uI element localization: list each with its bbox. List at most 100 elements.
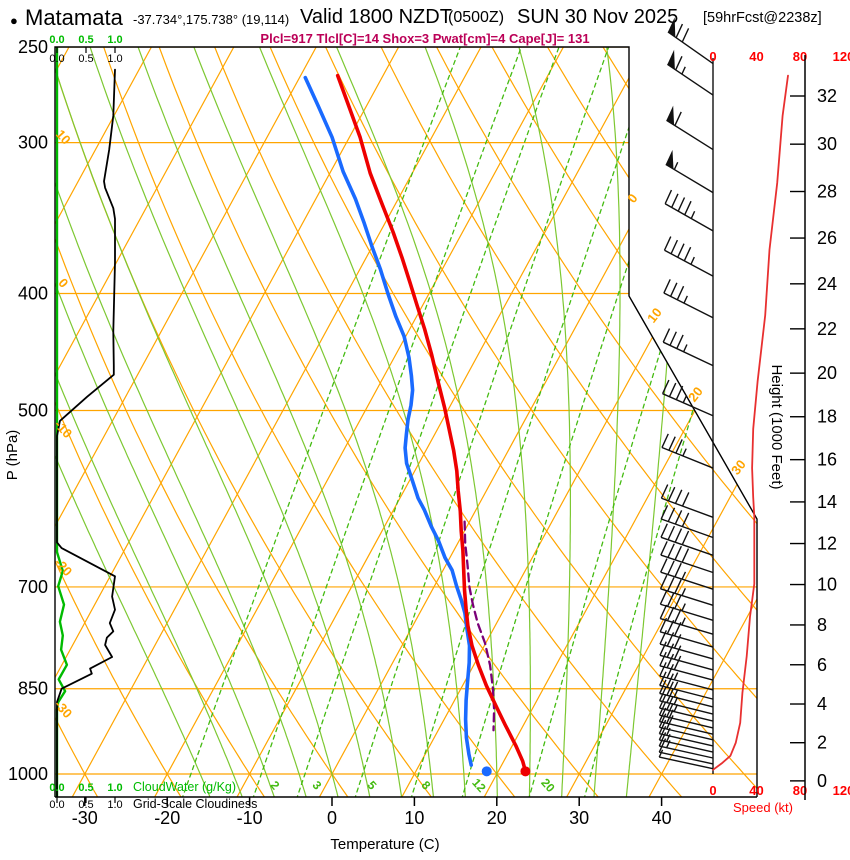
dry-adiabat-line [602,47,757,797]
pressure-tick-label: 400 [18,283,48,303]
wind-barb [665,149,714,194]
moist-adiabat-line [420,47,531,797]
wind-barb [660,505,714,539]
mixing-ratio-line [460,47,701,797]
temp-tick-label: 0 [327,808,337,828]
dry-adiabat-line [436,47,757,797]
isotherm-line [55,47,239,797]
isotherm-line [55,47,321,797]
speed-scale-label-top: 0 [709,49,716,64]
speed-scale-label-bottom: 80 [793,783,807,798]
isotherm-line [311,47,733,797]
speed-scale-label-top: 80 [793,49,807,64]
isotherm-label: 0 [624,191,640,206]
temp-tick-label: 20 [487,808,507,828]
temp-tick-label: -30 [72,808,98,828]
wind-barb [658,713,714,741]
speed-scale-label-top: 40 [749,49,763,64]
moist-adiabat-line [331,47,498,797]
height-tick-label: 6 [817,655,827,675]
wind-barb [658,725,714,753]
height-tick-label: 28 [817,182,837,202]
wind-barb [660,558,714,590]
plot-border [54,46,758,797]
height-tick-label: 0 [817,771,827,791]
cloudiness-scale-label: 1.0 [107,53,122,65]
valid-time: Valid 1800 NZDT [300,6,452,28]
wind-barb [659,679,714,708]
wind-panel: 0040408080120120Speed (kt)02468101214161… [658,17,850,815]
isotherm-line [641,47,757,797]
height-axis-title: Height (1000 Feet) [768,364,785,489]
wind-barb [664,189,714,232]
forecast-reference: [59hrFcst@2238z] [703,10,822,26]
moist-adiabat-line [593,47,621,797]
moist-adiabat-line [55,47,340,797]
moist-adiabat-line [55,47,276,797]
cloudwater-scale-label: 1.0 [107,782,122,794]
mixing-ratio-label: 20 [538,776,558,796]
mixing-ratio-line [295,47,560,797]
wind-barb [658,707,714,735]
height-tick-label: 22 [817,319,837,339]
dry-adiabat-line [55,47,100,797]
pressure-tick-label: 250 [18,37,48,57]
cloudiness-scale-label: 1.0 [107,799,122,811]
moist-adiabat-line [515,47,571,797]
temp-axis-title: Temperature (C) [330,836,439,853]
temperature-curve [335,73,527,773]
wind-barb [666,49,714,96]
station-coordinates: -37.734°,175.738° (19,114) [133,12,290,27]
parcel-curve [463,520,496,732]
temp-tick-label: 30 [569,808,589,828]
height-tick-label: 14 [817,492,837,512]
mixing-ratio-line [251,47,522,797]
isotherm-label: 20 [685,384,706,405]
mixing-ratio-line [527,47,757,797]
speed-scale-label-bottom: 120 [833,783,850,798]
wind-barb [658,738,714,765]
cloudiness-scale-label: 0.0 [49,53,64,65]
wind-barb [661,379,714,417]
mixing-ratio-label: 12 [469,776,489,796]
station-name: Matamata [25,5,123,30]
sounding-parameters: Plcl=917 Tlcl[C]=14 Shox=3 Pwat[cm]=4 Ca… [260,31,590,46]
pressure-tick-label: 850 [18,679,48,699]
pressure-tick-label: 1000 [8,764,48,784]
mixing-ratio-label: 2 [268,778,283,793]
dry-adiabat-line [158,47,601,797]
height-tick-label: 30 [817,134,837,154]
moist-adiabat-line [86,47,371,797]
wind-barb [658,749,714,770]
station-bullet-icon: ● [10,13,18,28]
cloudiness-axis-title: Grid-Scale Cloudiness [133,797,257,811]
moist-adiabat-line [625,47,683,797]
cloudiness-profile [56,68,116,797]
cloudiness-scale-label: 0.0 [49,799,64,811]
wind-barb [660,484,714,518]
temp-tick-label: 10 [404,808,424,828]
dry-adiabat-line [325,47,757,797]
pressure-tick-label: 300 [18,133,48,153]
dewpoint-curve [303,75,473,767]
wind-barb [658,686,714,715]
pressure-tick-label: 500 [18,400,48,420]
dry-adiabat-line [55,47,184,797]
dry-adiabat-line [55,47,434,797]
cloudwater-scale-label: 0.5 [78,782,93,794]
moist-adiabat-line [133,47,403,797]
wind-barb [667,17,714,65]
dry-adiabat-line [214,47,685,797]
valid-date: SUN 30 Nov 2025 [517,6,679,28]
wind-barb [659,651,714,681]
wind-barb [662,328,714,367]
moist-adiabat-line [254,47,467,797]
cloudwater-profile [55,47,69,797]
wind-barb [659,604,714,635]
surface-dewpoint-dot [481,766,492,777]
height-tick-label: 4 [817,694,827,714]
wind-barb [663,236,714,277]
wind-barb [659,617,714,648]
dry-adiabat-line [55,47,351,797]
cloudwater-axis-title: CloudWater (g/Kg) [133,780,236,794]
